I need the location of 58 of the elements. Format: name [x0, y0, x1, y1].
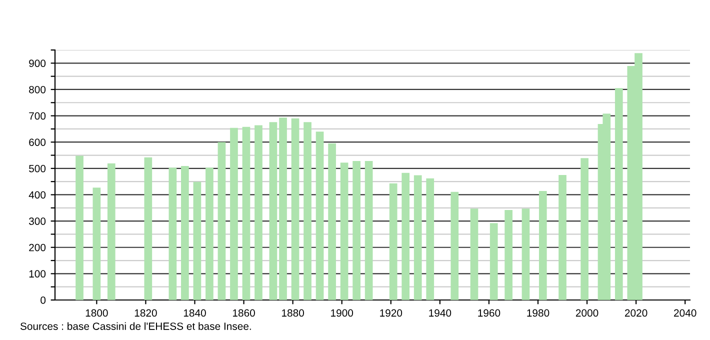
x-tick-label: 1980 [527, 309, 550, 317]
bar [504, 210, 512, 300]
bar [470, 208, 478, 300]
bar [580, 158, 588, 300]
bar [279, 118, 287, 300]
bar [254, 125, 262, 300]
bar [614, 88, 623, 300]
bar [269, 122, 278, 300]
x-tick-label: 1840 [184, 309, 206, 317]
bar [352, 161, 360, 300]
bar [558, 175, 566, 300]
bar [193, 182, 202, 300]
bar [144, 157, 152, 300]
y-tick-label: 500 [29, 164, 46, 172]
y-tick-label: 100 [29, 270, 46, 278]
bar [538, 191, 547, 300]
bar [291, 118, 300, 300]
bar [389, 183, 398, 300]
y-tick-label: 800 [29, 86, 46, 94]
bar [168, 168, 177, 300]
bar [304, 122, 312, 300]
bar [316, 132, 324, 300]
x-tick-label: 1820 [134, 309, 157, 317]
bar [490, 223, 498, 300]
bar [340, 162, 348, 300]
bar [218, 142, 226, 300]
bar [426, 178, 434, 300]
x-tick-label: 2000 [576, 309, 598, 317]
bar [181, 166, 189, 300]
bar [76, 156, 84, 300]
x-tick-label: 1900 [331, 309, 354, 317]
y-tick-label: 900 [29, 60, 46, 68]
bar [206, 168, 214, 300]
x-tick-label: 1860 [232, 309, 255, 317]
bar [402, 172, 410, 300]
y-tick-label: 700 [29, 112, 46, 120]
bar [450, 192, 459, 300]
x-tick-label: 1940 [429, 309, 452, 317]
source-note: Sources : base Cassini de l'EHESS et base Insee. [20, 322, 251, 330]
bar [92, 188, 101, 300]
x-tick-label: 1800 [86, 309, 108, 317]
bar [230, 128, 238, 300]
bar [522, 208, 530, 300]
x-tick-label: 1960 [478, 309, 500, 317]
y-tick-label: 0 [40, 296, 46, 304]
x-tick-label: 1880 [282, 309, 304, 317]
bar [414, 175, 422, 300]
y-tick-label: 300 [28, 218, 46, 225]
y-tick-label: 400 [28, 191, 46, 199]
bar [364, 161, 373, 300]
bar [242, 126, 250, 300]
bar [328, 143, 336, 300]
x-tick-label: 2040 [674, 309, 696, 317]
x-tick-label: 1920 [380, 309, 402, 317]
bar [107, 163, 116, 300]
y-tick-label: 200 [29, 244, 46, 252]
y-tick-label: 600 [29, 138, 46, 146]
x-tick-label: 2020 [625, 309, 648, 317]
